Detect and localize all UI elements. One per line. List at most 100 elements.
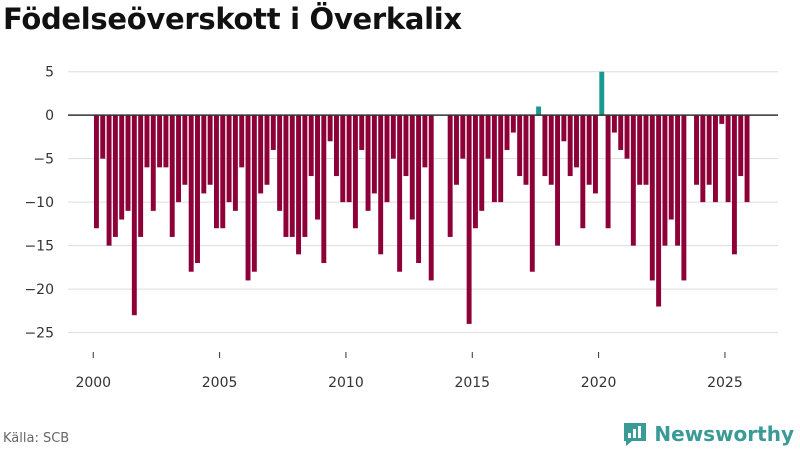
bar bbox=[296, 115, 302, 255]
bar bbox=[428, 115, 434, 281]
bar bbox=[144, 115, 150, 168]
brand-name: Newsworthy bbox=[654, 422, 794, 446]
y-tick-label: −20 bbox=[24, 282, 54, 298]
bar bbox=[277, 115, 283, 211]
bar bbox=[416, 115, 422, 264]
bar bbox=[719, 115, 725, 124]
bar bbox=[599, 71, 605, 116]
y-tick-label: 0 bbox=[45, 108, 54, 124]
bar bbox=[270, 115, 276, 150]
bar bbox=[491, 115, 497, 203]
bar bbox=[359, 115, 365, 150]
bar bbox=[681, 115, 687, 281]
bar bbox=[232, 115, 238, 211]
y-axis-ticks: 5 0 −5 −10 −15 −20 −25 bbox=[24, 65, 54, 342]
bar bbox=[567, 115, 573, 177]
bar bbox=[308, 115, 314, 177]
y-tick-label: −25 bbox=[24, 326, 54, 342]
bar bbox=[656, 115, 662, 307]
bar bbox=[731, 115, 737, 255]
bar bbox=[119, 115, 125, 220]
bar bbox=[397, 115, 403, 272]
bar bbox=[542, 115, 548, 177]
bar bbox=[700, 115, 706, 203]
bar bbox=[605, 115, 611, 229]
bar bbox=[561, 115, 567, 142]
bar bbox=[422, 115, 428, 168]
bar bbox=[378, 115, 384, 255]
bar bbox=[220, 115, 226, 229]
bar bbox=[201, 115, 207, 194]
x-axis-ticks: 2000 2005 2010 2015 2020 2025 bbox=[75, 352, 743, 391]
bar bbox=[586, 115, 592, 185]
bar bbox=[245, 115, 251, 281]
bar bbox=[157, 115, 163, 168]
bar bbox=[592, 115, 598, 194]
x-tick-label: 2000 bbox=[75, 375, 111, 391]
bar bbox=[321, 115, 327, 264]
y-tick-label: −5 bbox=[33, 152, 54, 168]
x-tick-label: 2005 bbox=[202, 375, 238, 391]
bar bbox=[182, 115, 188, 185]
bar bbox=[213, 115, 219, 229]
bar bbox=[738, 115, 744, 177]
bar bbox=[517, 115, 523, 177]
bar bbox=[466, 115, 472, 324]
bar bbox=[251, 115, 257, 272]
bar bbox=[195, 115, 200, 264]
bar bbox=[706, 115, 712, 185]
bar bbox=[100, 115, 106, 159]
bar bbox=[643, 115, 649, 185]
bar bbox=[472, 115, 478, 229]
x-tick-label: 2010 bbox=[328, 375, 364, 391]
bar bbox=[713, 115, 718, 203]
bar bbox=[574, 115, 579, 168]
bar bbox=[637, 115, 643, 185]
bar bbox=[384, 115, 390, 203]
bar bbox=[365, 115, 371, 211]
bar bbox=[125, 115, 131, 211]
bar bbox=[630, 115, 636, 246]
bar bbox=[289, 115, 295, 237]
bar bbox=[460, 115, 466, 159]
bars bbox=[93, 71, 750, 324]
bar bbox=[169, 115, 175, 237]
bar bbox=[131, 115, 137, 316]
x-tick-label: 2015 bbox=[454, 375, 490, 391]
brand-logo: Newsworthy bbox=[622, 421, 794, 447]
bar bbox=[283, 115, 289, 237]
bar bbox=[138, 115, 144, 237]
bar bbox=[548, 115, 554, 185]
bar bbox=[390, 115, 396, 159]
y-tick-label: −15 bbox=[24, 239, 54, 255]
bar bbox=[510, 115, 516, 133]
bar bbox=[523, 115, 529, 185]
bar bbox=[346, 115, 352, 203]
bar bbox=[334, 115, 339, 177]
bar bbox=[536, 106, 542, 116]
bar bbox=[327, 115, 333, 142]
bar bbox=[504, 115, 510, 150]
bar bbox=[529, 115, 535, 272]
bar bbox=[207, 115, 213, 185]
bar bbox=[352, 115, 358, 229]
bar bbox=[555, 115, 561, 246]
bar bbox=[258, 115, 264, 194]
bar bbox=[447, 115, 453, 237]
bar bbox=[662, 115, 668, 246]
y-tick-label: −10 bbox=[24, 195, 54, 211]
bar bbox=[611, 115, 617, 133]
bar bbox=[725, 115, 731, 203]
bar bbox=[649, 115, 655, 281]
bar bbox=[226, 115, 232, 203]
bar bbox=[176, 115, 182, 203]
bar bbox=[239, 115, 245, 168]
bar bbox=[479, 115, 485, 211]
bar bbox=[371, 115, 377, 194]
bar bbox=[498, 115, 504, 203]
bar bbox=[315, 115, 320, 220]
source-note: Källa: SCB bbox=[3, 431, 70, 446]
bar bbox=[93, 115, 99, 229]
bar bbox=[454, 115, 459, 185]
x-tick-label: 2020 bbox=[581, 375, 617, 391]
